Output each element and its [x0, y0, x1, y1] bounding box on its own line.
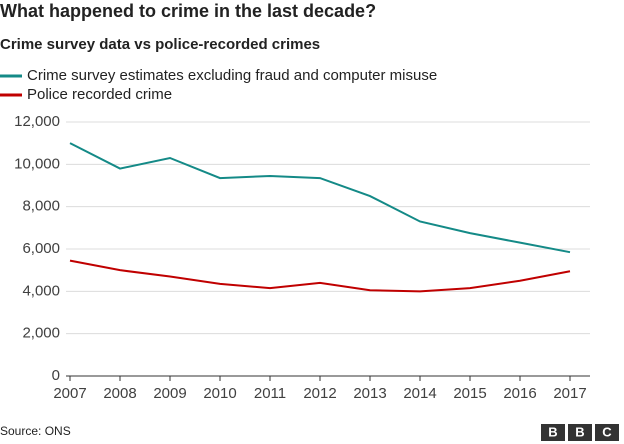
logo-letter: B [575, 424, 584, 439]
x-tick-label: 2008 [103, 385, 136, 402]
x-tick-label: 2011 [254, 385, 286, 402]
legend: Crime survey estimates excluding fraud a… [0, 67, 437, 103]
series-line [69, 142, 571, 254]
y-tick-label: 0 [52, 367, 60, 384]
x-tick-label: 2017 [553, 385, 586, 402]
source: Source: ONS [0, 424, 71, 438]
y-tick-label: 4,000 [22, 282, 60, 299]
y-tick-label: 10,000 [14, 155, 60, 172]
x-tick-label: 2010 [203, 385, 236, 402]
logo-box [595, 424, 619, 441]
y-tick-label: 6,000 [22, 240, 60, 257]
x-tick-label: 2012 [303, 385, 336, 402]
chart-title: What happened to crime in the last decad… [0, 1, 376, 21]
y-tick-label: 2,000 [22, 325, 60, 342]
x-tick-label: 2016 [503, 385, 536, 402]
logo-box [541, 424, 565, 441]
x-tick-label: 2007 [53, 385, 86, 402]
x-tick-label: 2015 [453, 385, 486, 402]
logo-letter: B [548, 424, 557, 439]
chart-subtitle: Crime survey data vs police-recorded cri… [0, 36, 320, 53]
x-tick-label: 2013 [353, 385, 386, 402]
logo-letter: C [602, 424, 612, 439]
y-tick-label: 12,000 [14, 113, 60, 130]
legend-label: Police recorded crime [27, 86, 172, 103]
logo-box [568, 424, 592, 441]
series-line [69, 259, 571, 293]
legend-label: Crime survey estimates excluding fraud a… [27, 67, 437, 84]
x-tick-label: 2009 [153, 385, 186, 402]
y-tick-label: 8,000 [22, 198, 60, 215]
x-tick-label: 2014 [403, 385, 436, 402]
